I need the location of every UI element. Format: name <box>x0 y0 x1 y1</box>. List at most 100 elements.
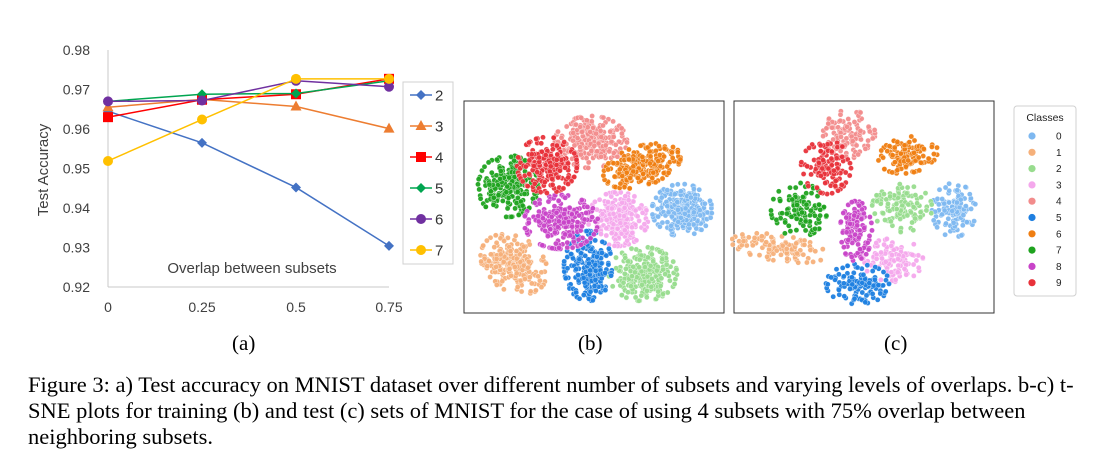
scatter-point <box>845 237 852 243</box>
legend-marker <box>416 245 426 255</box>
scatter-point <box>581 292 587 298</box>
scatter-point <box>621 205 628 211</box>
scatter-point <box>911 169 917 175</box>
scatter-point <box>516 251 523 258</box>
accuracy-line-chart: 0.92 0.93 0.94 0.95 0.96 0.97 0.98 0 0.25 0.5 0.75… <box>35 42 454 315</box>
scatter-point <box>901 266 908 272</box>
scatter-point <box>486 258 492 264</box>
scatter-point <box>776 188 782 195</box>
scatter-point <box>790 234 797 241</box>
scatter-point <box>967 191 973 197</box>
legend-label: 3 <box>1056 180 1062 191</box>
legend-item: 9 <box>1028 278 1062 289</box>
scatter-point <box>655 158 661 164</box>
scatter-point <box>901 142 908 149</box>
scatter-point <box>929 144 935 150</box>
scatter-point <box>851 212 858 219</box>
scatter-point <box>603 232 610 239</box>
scatter-point <box>515 195 521 201</box>
scatter-point <box>476 186 482 193</box>
scatter-point <box>654 206 661 212</box>
scatter-point <box>864 239 871 246</box>
scatter-point <box>873 240 879 246</box>
scatter-point <box>872 276 878 283</box>
scatter-point <box>799 209 805 216</box>
scatter-point <box>664 187 671 193</box>
legend-item: 0 <box>1028 132 1062 143</box>
scatter-point <box>839 265 846 271</box>
scatter-point <box>542 152 549 158</box>
scatter-point <box>941 207 948 214</box>
scatter-point <box>910 227 917 233</box>
scatter-point <box>854 264 861 271</box>
scatter-point <box>575 272 581 278</box>
scatter-point <box>848 254 855 260</box>
scatter-point <box>818 173 824 179</box>
scatter-point <box>556 245 562 251</box>
scatter-point <box>633 246 639 253</box>
scatter-point <box>964 219 970 225</box>
scatter-point <box>619 130 625 137</box>
scatter-point <box>883 277 889 283</box>
scatter-point <box>595 140 602 147</box>
scatter-point <box>605 160 612 167</box>
scatter-point <box>905 201 912 208</box>
scatter-point <box>639 154 646 160</box>
scatter-point <box>881 191 887 197</box>
scatter-point <box>488 251 494 258</box>
data-point <box>197 114 207 125</box>
scatter-point <box>878 249 884 256</box>
scatter-point <box>942 184 949 191</box>
scatter-point <box>553 157 560 163</box>
scatter-point <box>671 281 678 287</box>
scatter-point <box>523 163 529 170</box>
scatter-point <box>941 200 948 207</box>
scatter-point <box>846 172 853 179</box>
scatter-point <box>845 116 852 122</box>
scatter-point <box>491 194 497 201</box>
chart-annotation: Overlap between subsets <box>167 260 336 277</box>
scatter-point <box>865 137 871 144</box>
scatter-point <box>668 223 674 229</box>
scatter-point <box>892 159 898 165</box>
scatter-point <box>903 271 909 278</box>
scatter-point <box>590 297 596 304</box>
scatter-point <box>613 254 619 261</box>
scatter-point <box>859 206 865 213</box>
scatter-point <box>770 196 777 202</box>
scatter-point <box>591 231 597 238</box>
scatter-point <box>526 139 532 146</box>
scatter-point <box>827 182 834 189</box>
scatter-point <box>507 248 514 254</box>
scatter-point <box>894 269 901 276</box>
legend-item: 4 <box>1028 197 1062 208</box>
scatter-point <box>560 185 567 192</box>
scatter-point <box>803 190 809 196</box>
legend-box <box>402 81 454 265</box>
scatter-point <box>633 237 640 244</box>
scatter-point <box>532 200 538 206</box>
scatter-point <box>820 133 826 139</box>
scatter-point <box>569 211 575 218</box>
scatter-point <box>524 183 531 189</box>
legend-label: 2 <box>1056 164 1062 175</box>
scatter-point <box>563 123 570 130</box>
scatter-point <box>957 196 964 203</box>
scatter-point <box>505 235 511 241</box>
scatter-point <box>837 117 844 124</box>
scatter-point <box>841 280 847 287</box>
scatter-point <box>697 212 704 219</box>
scatter-point <box>854 222 861 229</box>
scatter-point <box>787 184 793 191</box>
scatter-point <box>503 189 510 195</box>
classes-legend: Classes 0 1 2 3 4 5 6 7 8 9 <box>1013 105 1077 297</box>
scatter-point <box>629 224 635 231</box>
scatter-point <box>838 239 845 245</box>
scatter-point <box>587 129 593 135</box>
panel-label-c: (c) <box>884 331 908 355</box>
scatter-point <box>598 231 604 237</box>
scatter-point <box>925 155 932 162</box>
scatter-point <box>545 198 552 205</box>
scatter-point <box>579 197 585 203</box>
scatter-point <box>548 214 555 220</box>
